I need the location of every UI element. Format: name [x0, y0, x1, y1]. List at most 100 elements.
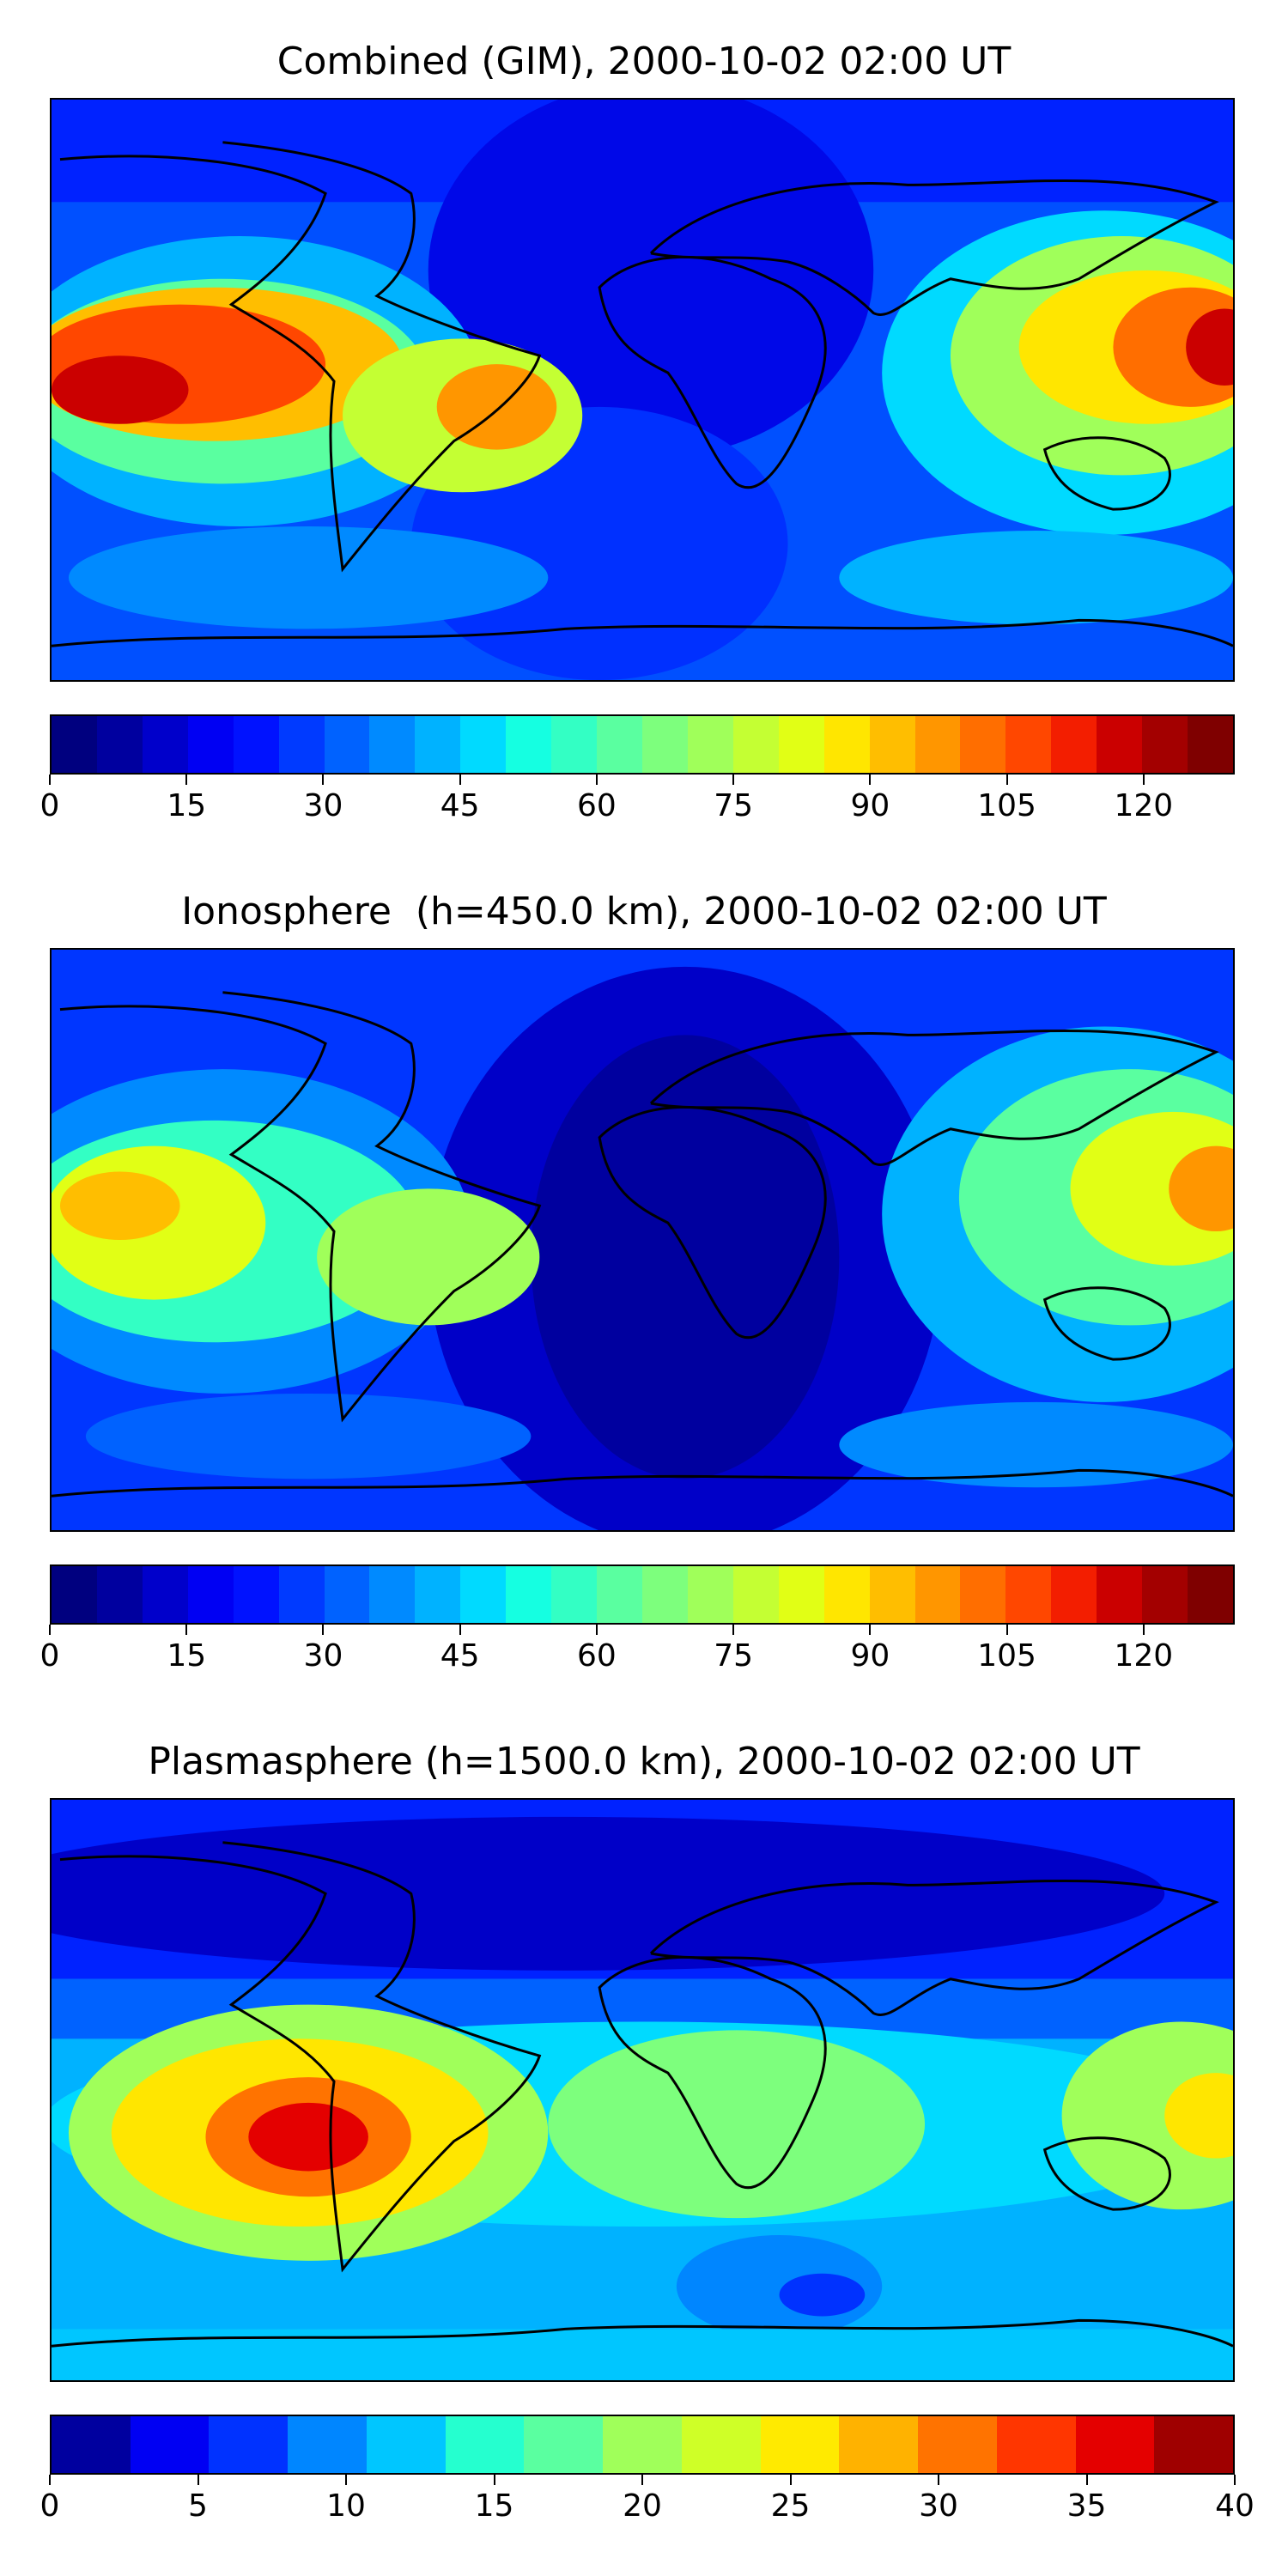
colorbar-segment [1097, 1566, 1143, 1623]
colorbar-segment [687, 1566, 733, 1623]
colorbar-tick-label: 25 [770, 2488, 811, 2524]
colorbar-tick-mark [789, 2475, 792, 2485]
colorbar-ticks: 0 5 10 15 20 25 30 35 40 [40, 2475, 1255, 2526]
tec-map-plasmasphere [50, 1798, 1235, 2382]
colorbar-tick-mark [641, 2475, 643, 2485]
colorbar-tick-label: 60 [577, 1638, 617, 1674]
colorbar-segment [96, 1566, 143, 1623]
colorbar-tick-mark [493, 2475, 495, 2485]
colorbar-segment [415, 1566, 461, 1623]
colorbar-segment [1142, 1566, 1188, 1623]
colorbar-tick-mark [869, 1625, 872, 1635]
colorbar-segment [506, 1566, 552, 1623]
colorbar-segment [288, 2416, 367, 2473]
colorbar-tick-mark [1142, 775, 1145, 785]
colorbar-tick-label: 20 [623, 2488, 662, 2524]
colorbar-segment [1188, 1566, 1233, 1623]
colorbar-tick-mark [49, 1625, 51, 1635]
colorbar-tick-label: 105 [977, 788, 1036, 823]
colorbar-tick-mark [197, 2475, 199, 2485]
colorbar-segment [369, 1566, 416, 1623]
colorbar-segment [415, 716, 461, 773]
colorbar-segment [142, 716, 188, 773]
colorbar-segment [1097, 716, 1143, 773]
colorbar-tick-mark [185, 775, 188, 785]
colorbar-segment [524, 2416, 604, 2473]
colorbar-segment [1005, 1566, 1052, 1623]
colorbar-segment [839, 2416, 919, 2473]
colorbar-segment [187, 716, 234, 773]
colorbar-tick-mark [732, 775, 735, 785]
map-canvas [52, 950, 1233, 1530]
colorbar-segment [869, 1566, 915, 1623]
colorbar-tick-mark [938, 2475, 939, 2485]
colorbar-segment [551, 716, 598, 773]
colorbar-segment [278, 1566, 325, 1623]
colorbar-tick-label: 0 [39, 2488, 60, 2524]
colorbar-tick-label: 15 [474, 2488, 514, 2524]
colorbar-segment [324, 716, 370, 773]
colorbar-tick-label: 35 [1066, 2488, 1107, 2524]
colorbar-tick-mark [459, 1625, 461, 1635]
map-canvas [52, 100, 1233, 680]
colorbar-tick-mark [732, 1625, 735, 1635]
colorbar-segment [597, 1566, 642, 1623]
colorbar-segment [760, 2416, 840, 2473]
colorbar-segment [369, 716, 416, 773]
colorbar-tick-mark [49, 775, 51, 785]
colorbar-segment [603, 2416, 682, 2473]
colorbar-tick-label: 75 [714, 788, 754, 823]
colorbar-segment [506, 716, 552, 773]
colorbar-segment [96, 716, 143, 773]
colorbar-segment [732, 1566, 779, 1623]
colorbar [50, 714, 1235, 775]
colorbar-tick-label: 60 [577, 788, 617, 823]
colorbar-segment [551, 1566, 598, 1623]
colorbar-tick-mark [1085, 2475, 1088, 2485]
colorbar-ticks: 0 15 30 45 60 75 90 105 120 [40, 1625, 1235, 1676]
colorbar-segment [1005, 716, 1052, 773]
colorbar-tick-label: 15 [167, 1638, 207, 1674]
colorbar-tick-label: 30 [303, 1638, 343, 1674]
colorbar-segment [681, 2416, 761, 2473]
colorbar-segment [914, 1566, 961, 1623]
colorbar-tick-mark [1005, 1625, 1008, 1635]
colorbar-segment [130, 2416, 210, 2473]
colorbar-tick-label: 0 [39, 788, 60, 823]
colorbar-tick-label: 45 [440, 788, 480, 823]
map-canvas [52, 1800, 1233, 2380]
colorbar-tick-label: 5 [188, 2488, 208, 2524]
colorbar-tick-label: 15 [167, 788, 207, 823]
colorbar-segment [278, 716, 325, 773]
colorbar-segment [324, 1566, 370, 1623]
colorbar-tick-mark [595, 775, 598, 785]
colorbar-tick-mark [1142, 1625, 1145, 1635]
colorbar-segment [597, 716, 642, 773]
colorbar [50, 2415, 1235, 2475]
colorbar-tick-mark [595, 1625, 598, 1635]
colorbar-tick-label: 30 [919, 2488, 958, 2524]
colorbar-segment [1142, 716, 1188, 773]
colorbar-segment [1075, 2416, 1155, 2473]
colorbar-tick-label: 0 [39, 1638, 60, 1674]
colorbar-tick-label: 120 [1114, 788, 1174, 823]
colorbar-segment [233, 716, 279, 773]
colorbar-segment [823, 1566, 870, 1623]
colorbar-segment [914, 716, 961, 773]
colorbar [50, 1564, 1235, 1625]
colorbar-segment [960, 1566, 1006, 1623]
colorbar-tick-label: 90 [850, 1638, 890, 1674]
colorbar-segment [641, 716, 688, 773]
colorbar-tick-mark [322, 775, 325, 785]
colorbar-segment [366, 2416, 446, 2473]
colorbar-segment [687, 716, 733, 773]
colorbar-tick-mark [1234, 2475, 1236, 2485]
colorbar-tick-mark [345, 2475, 347, 2485]
colorbar-tick-label: 120 [1114, 1638, 1174, 1674]
colorbar-tick-mark [185, 1625, 188, 1635]
colorbar-segment [1188, 716, 1233, 773]
colorbar-tick-label: 45 [440, 1638, 480, 1674]
colorbar-tick-mark [459, 775, 461, 785]
colorbar-tick-label: 10 [326, 2488, 366, 2524]
colorbar-segment [233, 1566, 279, 1623]
